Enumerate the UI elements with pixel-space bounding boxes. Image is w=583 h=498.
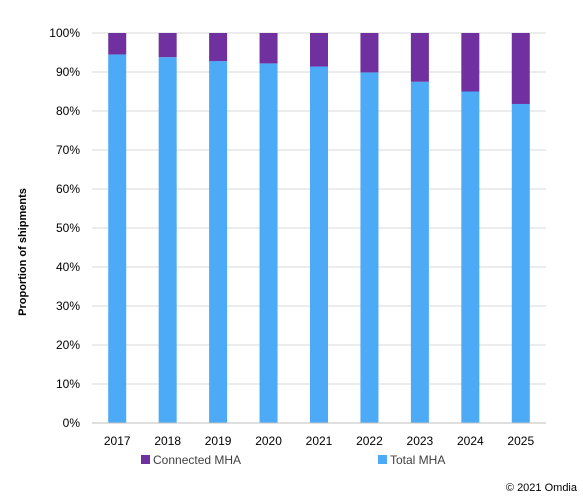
bar-connected-mha: [360, 33, 379, 73]
y-tick-label: 0%: [63, 416, 81, 430]
bar-connected-mha: [259, 33, 278, 64]
copyright-text: © 2021 Omdia: [506, 482, 578, 494]
x-tick-label: 2020: [255, 434, 282, 448]
y-tick-label: 20%: [56, 338, 80, 352]
x-tick-label: 2025: [507, 434, 534, 448]
x-tick-label: 2022: [356, 434, 383, 448]
legend: Connected MHA Total MHA: [141, 453, 445, 467]
y-tick-label: 90%: [56, 65, 80, 79]
y-tick-label: 60%: [56, 182, 80, 196]
x-axis: 2017 2018 2019 2020 2021 2022 2023 2024 2025: [104, 434, 535, 448]
y-tick-label: 80%: [56, 104, 80, 118]
bar-total-mha: [259, 63, 278, 424]
y-tick-label: 50%: [56, 221, 80, 235]
bar-total-mha: [410, 81, 429, 423]
bar-connected-mha: [158, 33, 177, 58]
x-tick-label: 2024: [457, 434, 484, 448]
bars: [108, 33, 530, 424]
bar-connected-mha: [108, 33, 127, 55]
bar-connected-mha: [511, 33, 530, 104]
bar-connected-mha: [209, 33, 228, 62]
bar-total-mha: [461, 91, 480, 423]
bar-total-mha: [511, 103, 530, 423]
bar-connected-mha: [461, 33, 480, 92]
bar-total-mha: [158, 57, 177, 424]
y-tick-label: 40%: [56, 260, 80, 274]
bar-connected-mha: [410, 33, 429, 82]
bar-connected-mha: [310, 33, 328, 67]
y-tick-label: 30%: [56, 299, 80, 313]
legend-swatch-total: [378, 455, 387, 464]
y-tick-label: 100%: [49, 26, 80, 40]
bar-total-mha: [360, 72, 379, 423]
x-tick-label: 2019: [205, 434, 232, 448]
y-tick-label: 10%: [56, 377, 80, 391]
bar-total-mha: [108, 54, 127, 423]
legend-label-connected: Connected MHA: [153, 453, 241, 467]
x-tick-label: 2017: [104, 434, 131, 448]
y-tick-label: 70%: [56, 143, 80, 157]
y-axis: 0% 10% 20% 30% 40% 50% 60% 70% 80% 90% 100%: [49, 26, 80, 430]
legend-label-total: Total MHA: [390, 453, 445, 467]
x-tick-label: 2023: [407, 434, 434, 448]
x-tick-label: 2021: [306, 434, 333, 448]
bar-total-mha: [310, 66, 328, 423]
x-tick-label: 2018: [154, 434, 181, 448]
legend-item-connected[interactable]: Connected MHA: [141, 453, 241, 467]
bar-total-mha: [209, 61, 228, 423]
y-axis-title: Proportion of shipments: [17, 188, 29, 316]
legend-item-total[interactable]: Total MHA: [378, 453, 445, 467]
legend-swatch-connected: [141, 455, 150, 464]
